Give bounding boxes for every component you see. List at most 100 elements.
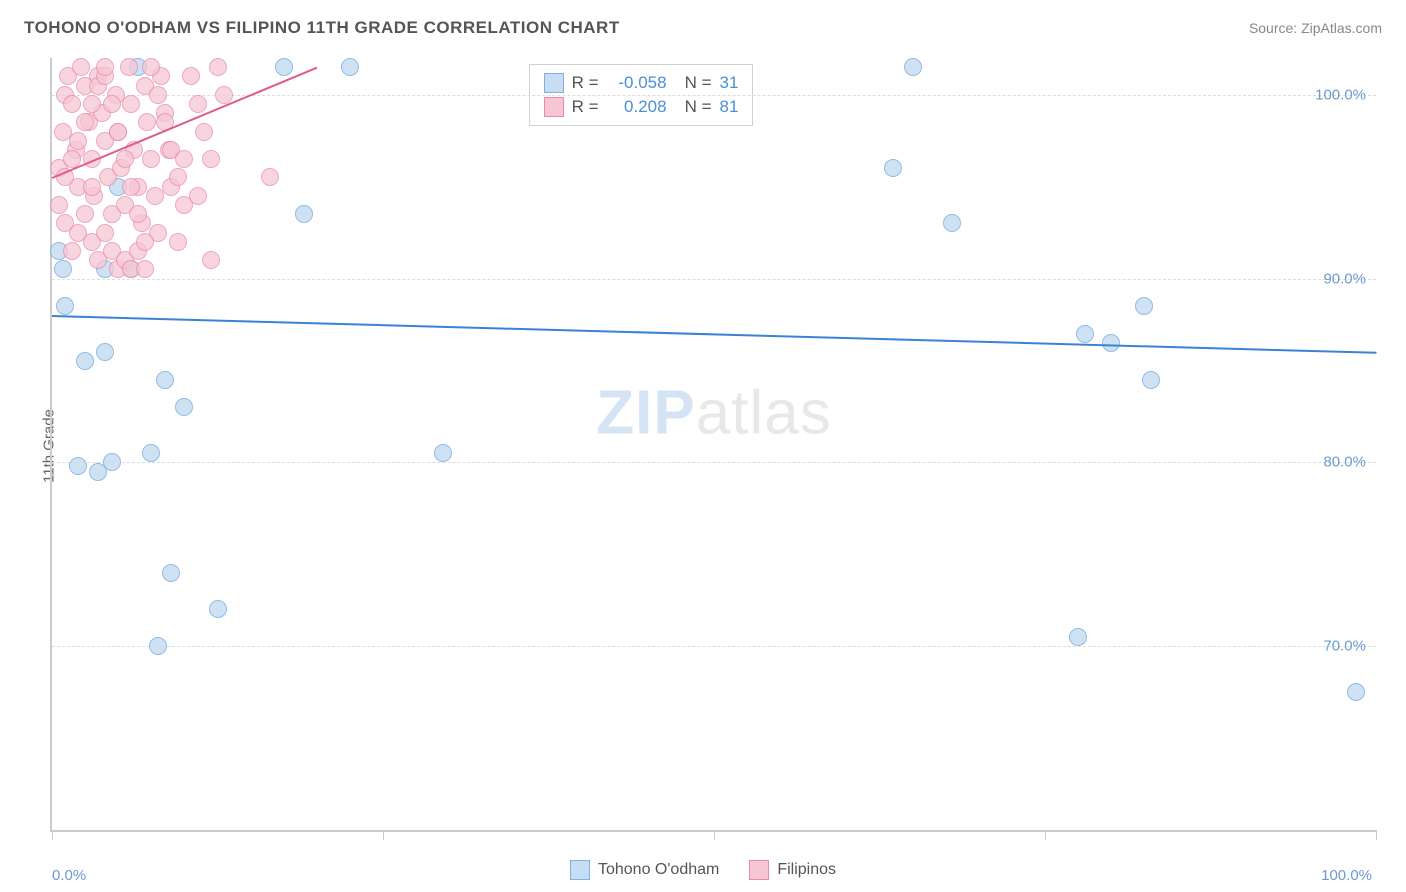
data-point: [169, 233, 187, 251]
x-tick: [1045, 830, 1046, 840]
data-point: [209, 58, 227, 76]
x-tick-start: 0.0%: [52, 867, 86, 884]
data-point: [69, 457, 87, 475]
chart-source: Source: ZipAtlas.com: [1249, 20, 1382, 36]
data-point: [136, 233, 154, 251]
legend-n-label: N =: [685, 73, 712, 93]
data-point: [1135, 297, 1153, 315]
data-point: [120, 58, 138, 76]
scatter-chart: ZIPatlas R = -0.058 N = 31 R = 0.208 N =…: [50, 58, 1376, 832]
bottom-legend: Tohono O'odham Filipinos: [570, 860, 836, 880]
data-point: [96, 224, 114, 242]
data-point: [295, 205, 313, 223]
y-tick-label: 80.0%: [1323, 454, 1366, 471]
legend-r-value-0: -0.058: [607, 73, 667, 93]
legend-n-value-1: 81: [720, 97, 739, 117]
x-tick: [52, 830, 53, 840]
data-point: [72, 58, 90, 76]
gridline: [52, 462, 1376, 463]
x-tick: [1376, 830, 1377, 840]
data-point: [195, 123, 213, 141]
data-point: [76, 205, 94, 223]
data-point: [116, 150, 134, 168]
data-point: [142, 58, 160, 76]
data-point: [202, 150, 220, 168]
data-point: [175, 398, 193, 416]
watermark-atlas: atlas: [696, 379, 832, 448]
gridline: [52, 279, 1376, 280]
bottom-legend-item-0: Tohono O'odham: [570, 860, 719, 880]
data-point: [904, 58, 922, 76]
data-point: [215, 86, 233, 104]
data-point: [103, 95, 121, 113]
bottom-swatch-1: [749, 860, 769, 880]
data-point: [1142, 371, 1160, 389]
data-point: [63, 242, 81, 260]
legend-swatch-1: [544, 97, 564, 117]
data-point: [83, 178, 101, 196]
x-tick: [714, 830, 715, 840]
data-point: [943, 214, 961, 232]
data-point: [175, 150, 193, 168]
data-point: [275, 58, 293, 76]
data-point: [63, 95, 81, 113]
data-point: [122, 95, 140, 113]
data-point: [1102, 334, 1120, 352]
y-tick-label: 100.0%: [1315, 86, 1366, 103]
legend-r-label: R =: [572, 73, 599, 93]
data-point: [146, 187, 164, 205]
bottom-legend-item-1: Filipinos: [749, 860, 836, 880]
data-point: [50, 196, 68, 214]
data-point: [122, 178, 140, 196]
legend-row-series-1: R = 0.208 N = 81: [544, 95, 739, 119]
data-point: [69, 132, 87, 150]
data-point: [138, 113, 156, 131]
data-point: [142, 150, 160, 168]
data-point: [76, 113, 94, 131]
data-point: [156, 371, 174, 389]
data-point: [1069, 628, 1087, 646]
data-point: [162, 564, 180, 582]
legend-n-label: N =: [685, 97, 712, 117]
legend-n-value-0: 31: [720, 73, 739, 93]
data-point: [189, 187, 207, 205]
data-point: [209, 600, 227, 618]
bottom-swatch-0: [570, 860, 590, 880]
watermark-zip: ZIP: [596, 379, 695, 448]
data-point: [189, 95, 207, 113]
legend-r-label: R =: [572, 97, 599, 117]
data-point: [1347, 683, 1365, 701]
x-tick: [383, 830, 384, 840]
data-point: [149, 86, 167, 104]
data-point: [83, 95, 101, 113]
y-tick-label: 90.0%: [1323, 270, 1366, 287]
x-tick-end: 100.0%: [1321, 867, 1372, 884]
data-point: [142, 444, 160, 462]
bottom-legend-label-0: Tohono O'odham: [598, 861, 719, 879]
data-point: [76, 352, 94, 370]
data-point: [202, 251, 220, 269]
gridline: [52, 646, 1376, 647]
data-point: [261, 168, 279, 186]
data-point: [109, 123, 127, 141]
watermark: ZIPatlas: [596, 378, 831, 449]
bottom-legend-label-1: Filipinos: [777, 861, 836, 879]
data-point: [884, 159, 902, 177]
data-point: [341, 58, 359, 76]
legend-r-value-1: 0.208: [607, 97, 667, 117]
y-tick-label: 70.0%: [1323, 638, 1366, 655]
trend-line: [52, 315, 1376, 354]
data-point: [1076, 325, 1094, 343]
chart-header: TOHONO O'ODHAM VS FILIPINO 11TH GRADE CO…: [0, 0, 1406, 48]
data-point: [149, 637, 167, 655]
data-point: [96, 58, 114, 76]
data-point: [136, 260, 154, 278]
data-point: [54, 260, 72, 278]
legend-row-series-0: R = -0.058 N = 31: [544, 71, 739, 95]
chart-title: TOHONO O'ODHAM VS FILIPINO 11TH GRADE CO…: [24, 18, 620, 38]
data-point: [103, 453, 121, 471]
data-point: [434, 444, 452, 462]
data-point: [169, 168, 187, 186]
data-point: [56, 297, 74, 315]
legend-swatch-0: [544, 73, 564, 93]
